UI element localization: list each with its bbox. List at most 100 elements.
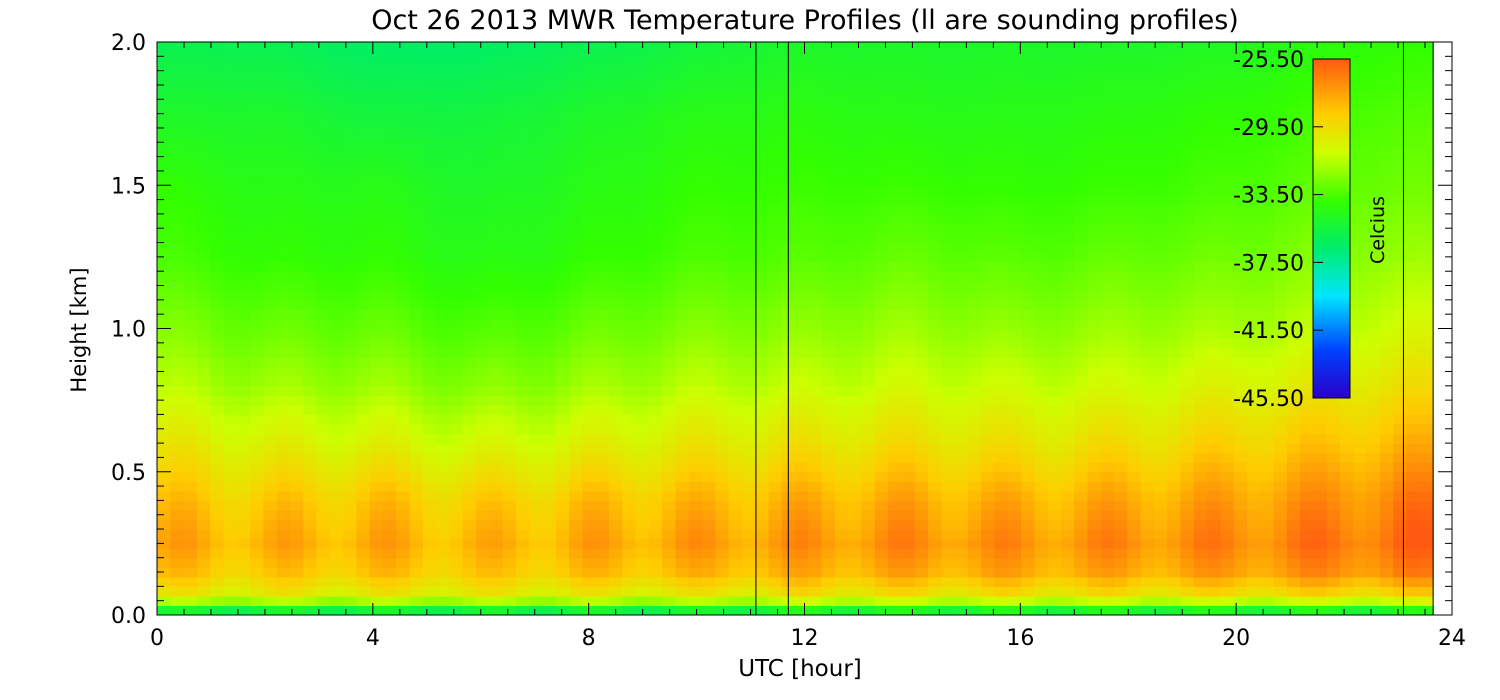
- heatmap-cell: [1114, 567, 1128, 578]
- heatmap-cell: [768, 261, 783, 272]
- heatmap-cell: [462, 538, 477, 549]
- heatmap-cell: [1060, 462, 1075, 473]
- heatmap-cell: [1247, 338, 1261, 349]
- heatmap-cell: [542, 519, 557, 530]
- heatmap-cell: [1100, 185, 1115, 196]
- heatmap-cell: [848, 299, 863, 310]
- heatmap-cell: [834, 509, 849, 521]
- heatmap-cell: [675, 51, 690, 62]
- heatmap-cell: [170, 223, 185, 234]
- heatmap-cell: [675, 509, 690, 521]
- heatmap-cell: [1180, 213, 1195, 225]
- heatmap-cell: [1007, 108, 1022, 119]
- heatmap-cell: [1007, 529, 1022, 540]
- heatmap-cell: [1153, 595, 1168, 607]
- heatmap-cell: [555, 529, 570, 540]
- heatmap-cell: [702, 424, 716, 435]
- heatmap-cell: [1167, 433, 1182, 444]
- heatmap-cell: [954, 242, 969, 253]
- heatmap-cell: [728, 576, 743, 587]
- heatmap-cell: [914, 490, 929, 501]
- heatmap-cell: [196, 261, 211, 272]
- heatmap-cell: [1233, 213, 1248, 225]
- heatmap-cell: [476, 538, 490, 549]
- heatmap-cell: [529, 213, 544, 225]
- heatmap-cell: [1180, 471, 1195, 482]
- heatmap-cell: [728, 471, 743, 482]
- heatmap-cell: [157, 213, 171, 225]
- heatmap-cell: [901, 462, 916, 473]
- heatmap-cell: [555, 576, 570, 587]
- heatmap-cell: [1021, 538, 1035, 549]
- heatmap-cell: [369, 89, 384, 100]
- heatmap-cell: [821, 118, 836, 129]
- heatmap-cell: [595, 261, 610, 272]
- heatmap-cell: [170, 548, 185, 559]
- heatmap-cell: [489, 185, 504, 196]
- heatmap-cell: [303, 318, 318, 330]
- heatmap-cell: [941, 328, 956, 339]
- heatmap-cell: [1074, 290, 1089, 301]
- heatmap-cell: [608, 194, 623, 205]
- heatmap-cell: [675, 137, 690, 148]
- heatmap-cell: [981, 347, 996, 358]
- heatmap-cell: [250, 309, 264, 320]
- heatmap-cell: [1007, 147, 1022, 158]
- heatmap-cell: [834, 471, 849, 482]
- heatmap-cell: [476, 462, 490, 473]
- heatmap-cell: [648, 261, 663, 272]
- heatmap-cell: [954, 433, 969, 444]
- heatmap-cell: [1153, 357, 1168, 368]
- heatmap-cell: [1167, 443, 1182, 454]
- heatmap-cell: [595, 127, 610, 139]
- heatmap-cell: [1007, 280, 1022, 291]
- heatmap-cell: [210, 424, 225, 435]
- heatmap-cell: [1167, 194, 1182, 205]
- heatmap-cell: [157, 385, 171, 396]
- heatmap-cell: [954, 261, 969, 272]
- heatmap-cell: [515, 567, 530, 578]
- heatmap-cell: [183, 567, 198, 578]
- heatmap-cell: [343, 605, 357, 615]
- heatmap-cell: [569, 404, 583, 416]
- heatmap-cell: [927, 42, 942, 53]
- heatmap-cell: [1247, 137, 1261, 148]
- heatmap-cell: [1153, 366, 1168, 377]
- heatmap-cell: [981, 567, 996, 578]
- heatmap-cell: [1060, 70, 1075, 81]
- heatmap-cell: [1021, 462, 1035, 473]
- heatmap-cell: [476, 395, 490, 406]
- heatmap-cell: [1034, 280, 1049, 291]
- heatmap-cell: [662, 194, 677, 205]
- heatmap-cell: [914, 538, 929, 549]
- heatmap-cell: [1247, 586, 1261, 597]
- heatmap-cell: [768, 376, 783, 387]
- heatmap-cell: [888, 328, 902, 339]
- heatmap-cell: [1060, 529, 1075, 540]
- heatmap-cell: [954, 213, 969, 225]
- heatmap-cell: [1220, 548, 1235, 559]
- heatmap-cell: [861, 347, 876, 358]
- heatmap-cell: [1087, 127, 1102, 139]
- heatmap-cell: [1060, 61, 1075, 72]
- heatmap-cell: [821, 318, 836, 330]
- heatmap-cell: [888, 376, 902, 387]
- heatmap-cell: [289, 318, 304, 330]
- heatmap-cell: [768, 576, 783, 587]
- heatmap-cell: [1047, 567, 1062, 578]
- heatmap-cell: [382, 61, 397, 72]
- heatmap-cell: [981, 586, 996, 597]
- heatmap-cell: [396, 338, 411, 349]
- heatmap-cell: [622, 529, 637, 540]
- heatmap-cell: [329, 51, 344, 62]
- heatmap-cell: [1140, 366, 1155, 377]
- heatmap-cell: [1193, 61, 1208, 72]
- heatmap-cell: [874, 471, 889, 482]
- heatmap-cell: [569, 194, 583, 205]
- heatmap-cell: [1007, 500, 1022, 511]
- heatmap-cell: [196, 404, 211, 416]
- heatmap-cell: [449, 605, 464, 615]
- heatmap-cell: [422, 424, 437, 435]
- heatmap-cell: [622, 481, 637, 492]
- heatmap-cell: [967, 70, 982, 81]
